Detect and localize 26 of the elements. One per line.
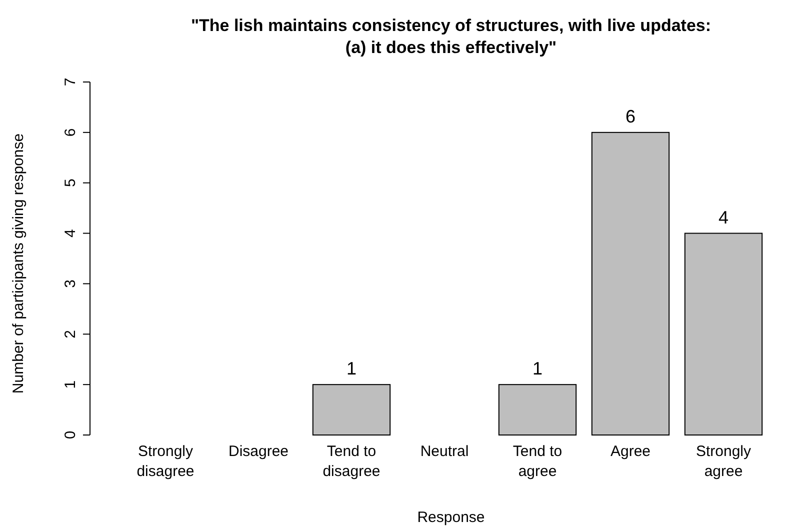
x-axis-title: Response bbox=[417, 509, 485, 526]
y-tick-label: 3 bbox=[62, 280, 79, 288]
x-tick-label: Tend to agree bbox=[512, 443, 562, 480]
data-label: 1 bbox=[532, 358, 543, 379]
x-tick-label: Strongly agree bbox=[696, 443, 752, 480]
bar bbox=[591, 132, 670, 436]
y-tick-label: 7 bbox=[62, 78, 79, 86]
bar bbox=[498, 384, 577, 436]
data-label: 6 bbox=[625, 106, 636, 126]
bar bbox=[312, 384, 391, 436]
x-tick-label: Disagree bbox=[228, 443, 289, 460]
y-tick-label: 1 bbox=[62, 380, 79, 389]
y-axis-title: Number of participants giving response bbox=[10, 133, 27, 394]
y-tick-label: 2 bbox=[62, 330, 79, 338]
data-label: 1 bbox=[346, 358, 357, 379]
y-tick-label: 4 bbox=[62, 229, 79, 238]
y-tick-label: 6 bbox=[62, 128, 79, 137]
x-tick-label: Neutral bbox=[420, 443, 469, 460]
x-tick-label: Agree bbox=[610, 443, 651, 460]
data-label: 4 bbox=[718, 207, 729, 228]
bar bbox=[684, 232, 763, 436]
chart-title: "The lish maintains consistency of structures, with live updates: (a) it does this effectively" bbox=[190, 16, 712, 57]
y-tick-label: 5 bbox=[62, 178, 79, 188]
x-tick-label: Strongly disagree bbox=[136, 443, 194, 480]
x-tick-label: Tend to disagree bbox=[322, 443, 380, 480]
y-tick-label: 0 bbox=[62, 430, 79, 440]
